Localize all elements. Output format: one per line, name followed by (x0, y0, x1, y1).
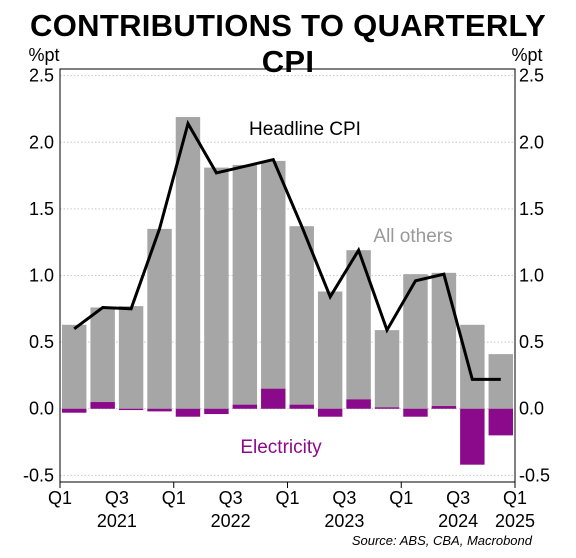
bar-all-others (232, 164, 258, 409)
y-tick-label-right: 0.5 (519, 332, 544, 352)
y-tick-label-right: 1.0 (519, 266, 544, 286)
bar-electricity (90, 402, 115, 409)
headline-cpi-line (73, 119, 501, 381)
line-layer (73, 119, 501, 381)
unit-label-left: %pt (28, 45, 59, 65)
source-note: Source: ABS, CBA, Macrobond (351, 533, 532, 548)
bar-electricity (488, 408, 513, 436)
bar-electricity (118, 408, 144, 411)
bar-electricity (346, 399, 371, 409)
bar-layer (62, 116, 513, 465)
bar-all-others (317, 291, 343, 409)
y-tick-label-right: 2.5 (519, 66, 544, 86)
bar-all-others (147, 228, 172, 409)
x-year-label: 2023 (324, 511, 364, 531)
y-tick-label-left: 2.5 (29, 66, 54, 86)
y-tick-label-left: 0.0 (29, 399, 54, 419)
x-year-label: 2025 (495, 511, 535, 531)
x-tick-label: Q1 (48, 488, 72, 508)
x-year-label: 2022 (211, 511, 251, 531)
y-tick-label-right: 0.0 (519, 399, 544, 419)
x-tick-label: Q3 (446, 488, 470, 508)
bar-electricity (289, 404, 314, 409)
x-year-label: 2021 (97, 511, 137, 531)
bar-all-others (90, 307, 115, 409)
x-tick-label: Q1 (162, 488, 186, 508)
x-tick-label: Q1 (503, 488, 527, 508)
bar-all-others (175, 116, 201, 409)
bar-electricity (374, 407, 400, 409)
y-tick-label-left: 0.5 (29, 332, 54, 352)
bar-electricity (62, 408, 87, 413)
bar-electricity (232, 404, 258, 409)
x-year-label: 2024 (438, 511, 478, 531)
bar-electricity (460, 408, 485, 465)
bar-all-others (374, 330, 400, 409)
bar-all-others (431, 272, 457, 409)
bar-electricity (175, 408, 201, 417)
bar-all-others (261, 160, 286, 409)
annotation-layer: Headline CPI All others Electricity (240, 119, 452, 458)
electricity-annotation: Electricity (240, 437, 322, 458)
x-tick-label: Q1 (275, 488, 299, 508)
x-tick-label: Q3 (105, 488, 129, 508)
bar-electricity (147, 408, 172, 412)
bar-all-others (62, 324, 87, 409)
y-tick-label-left: 1.5 (29, 199, 54, 219)
y-tick-label-right: 1.5 (519, 199, 544, 219)
x-tick-label: Q1 (389, 488, 413, 508)
bar-electricity (431, 406, 457, 409)
bar-all-others (204, 167, 229, 409)
y-tick-label-left: 1.0 (29, 266, 54, 286)
y-tick-label-left: -0.5 (23, 465, 54, 485)
bar-electricity (403, 408, 428, 417)
chart-title: CONTRIBUTIONS TO QUARTERLY CPI (30, 8, 546, 79)
bar-all-others (488, 354, 513, 409)
bar-electricity (317, 408, 343, 417)
bar-electricity (261, 388, 286, 409)
x-tick-label: Q3 (332, 488, 356, 508)
y-tick-label-right: -0.5 (519, 465, 550, 485)
bar-all-others (460, 324, 485, 409)
x-tick-label: Q3 (219, 488, 243, 508)
axis-layer: -0.5 -0.5 0.0 0.0 0.5 0.5 1.0 1.0 1.5 1.5 2.0 2.0 2.… (23, 45, 550, 531)
bar-all-others (289, 226, 314, 409)
headline-cpi-annotation: Headline CPI (249, 119, 361, 140)
bar-electricity (204, 408, 229, 415)
all-others-annotation: All others (373, 226, 452, 247)
y-tick-label-left: 2.0 (29, 132, 54, 152)
unit-label-right: %pt (511, 45, 542, 65)
bar-all-others (118, 306, 144, 409)
y-tick-label-right: 2.0 (519, 132, 544, 152)
